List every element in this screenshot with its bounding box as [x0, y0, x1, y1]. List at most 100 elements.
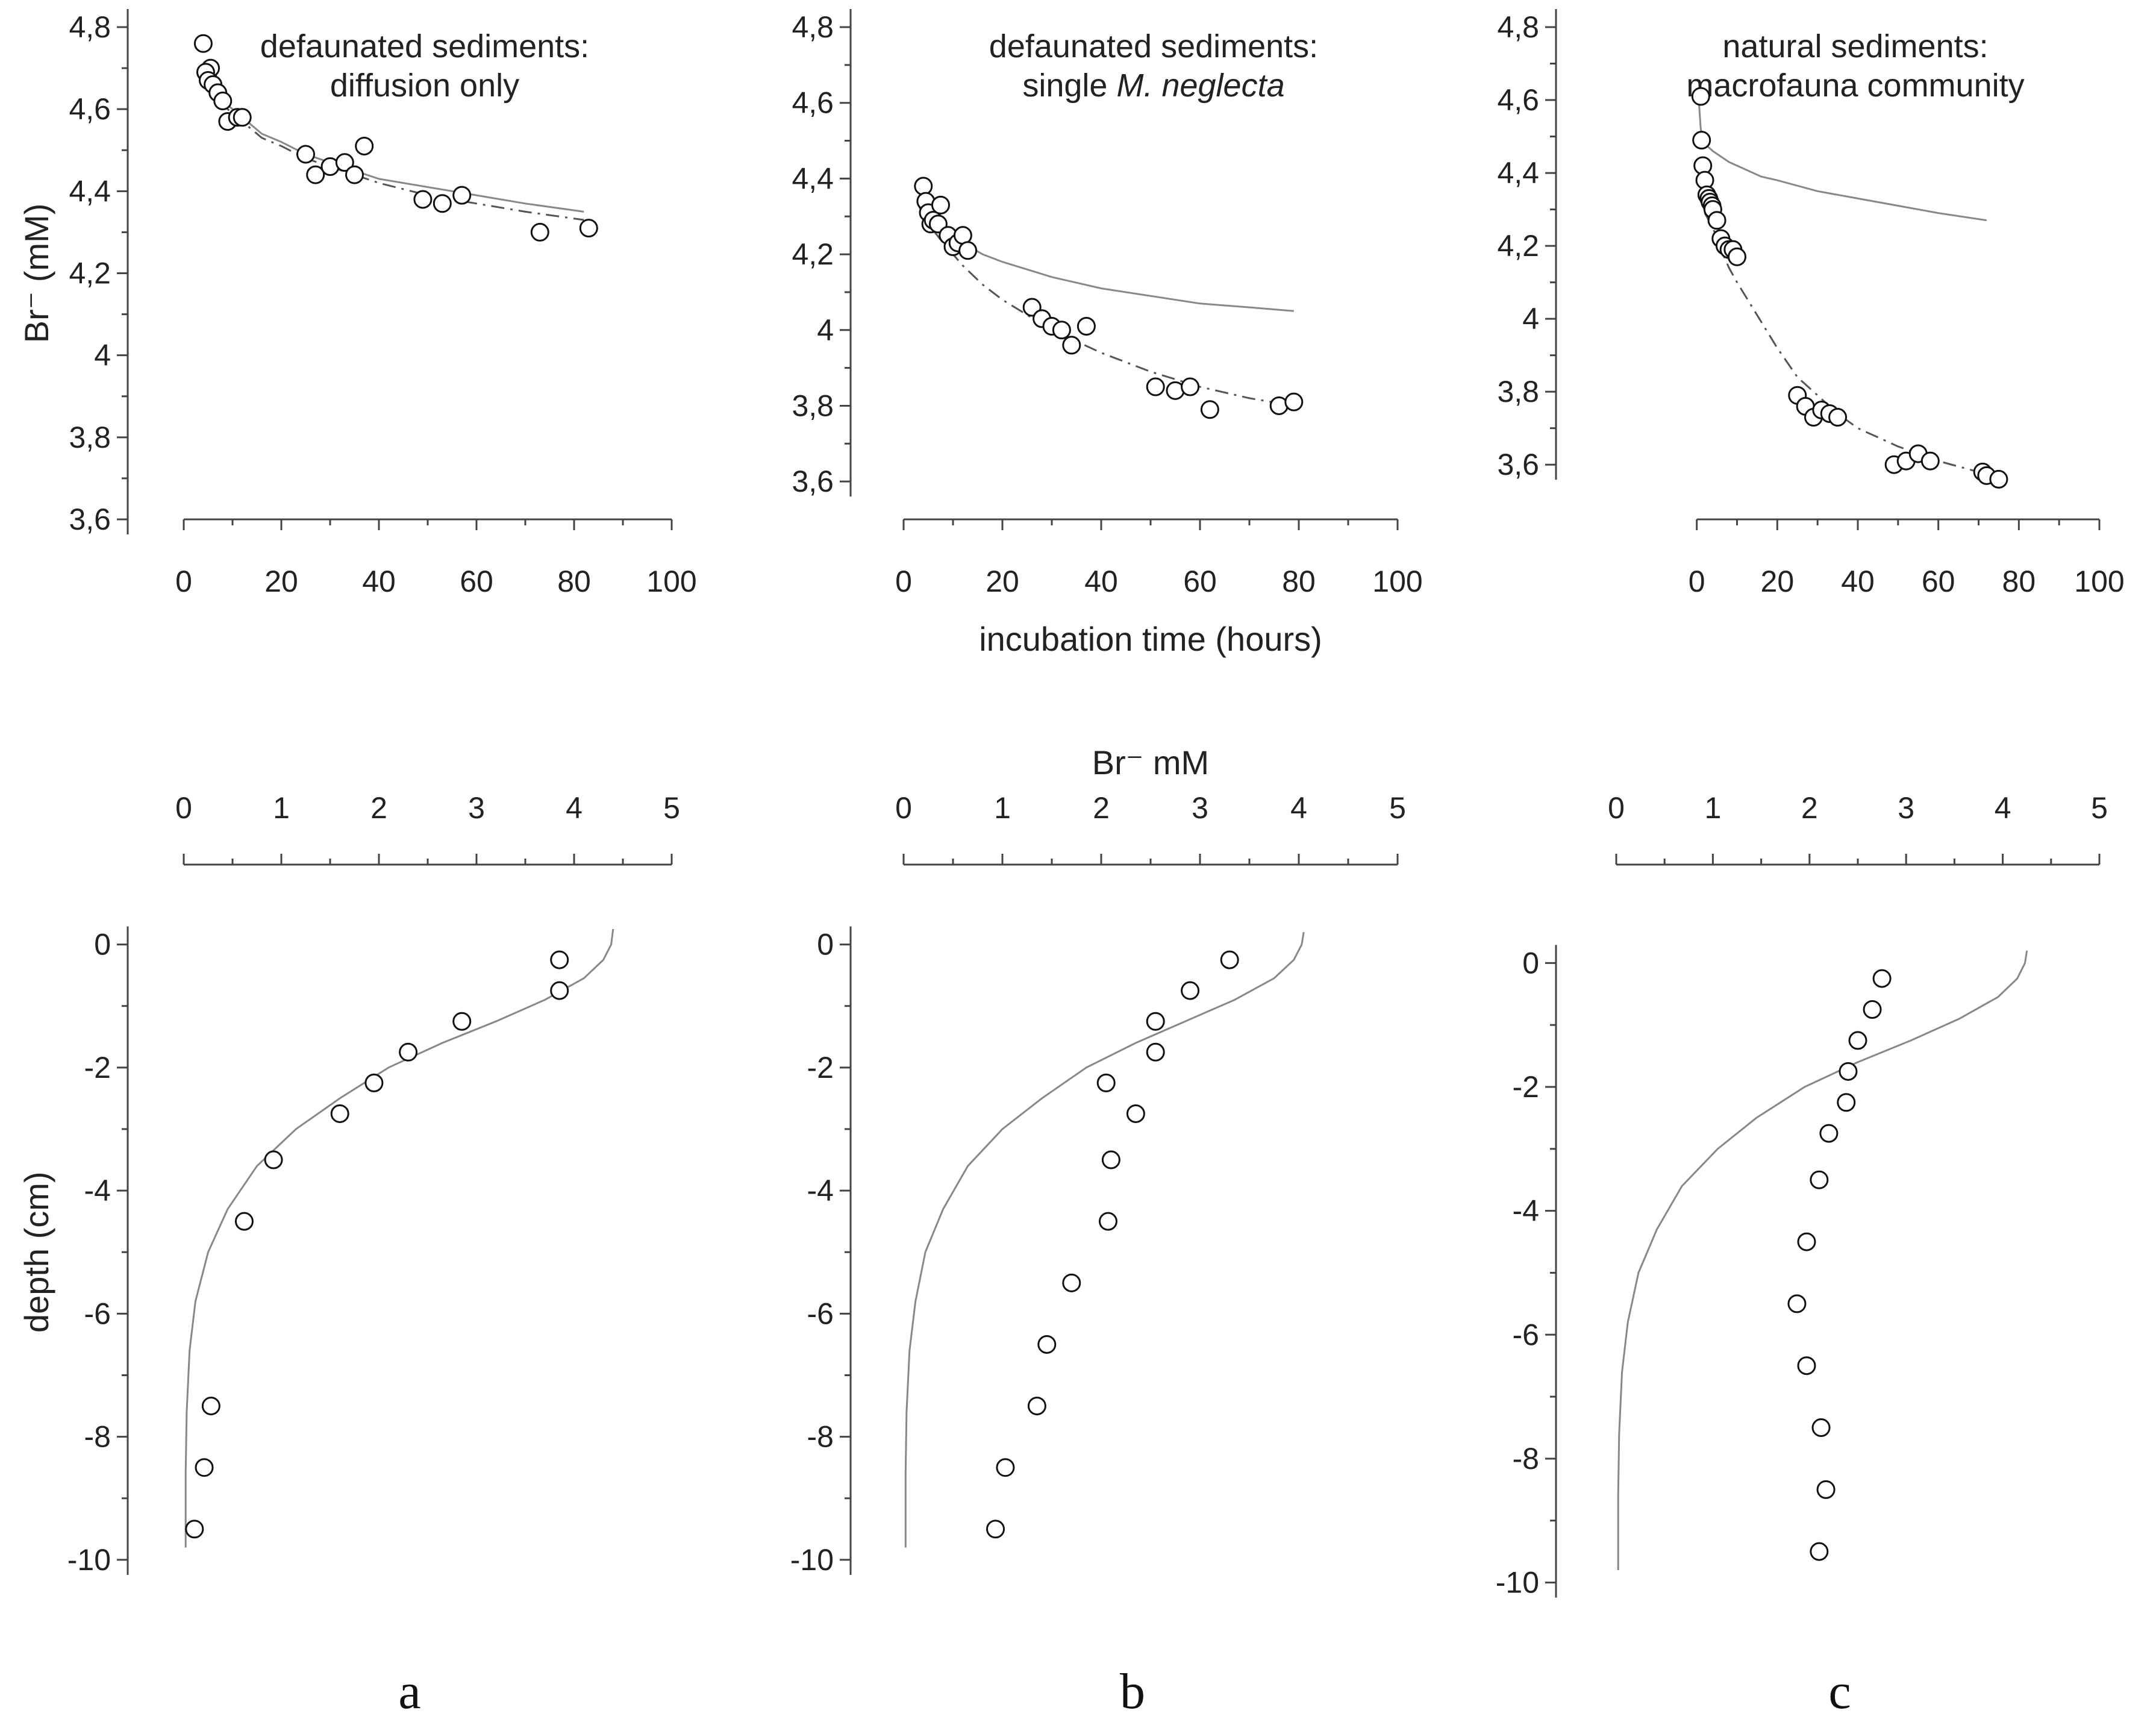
data-point [1819, 1124, 1839, 1143]
y-tick-label: -8 [84, 1420, 111, 1454]
y-tick-label: -10 [790, 1543, 834, 1577]
y-tick-label: 3,6 [69, 502, 111, 536]
panel-title-line: natural sediments: [1722, 28, 1988, 64]
data-point [433, 194, 452, 213]
x-tick-label: 4 [1995, 791, 2011, 825]
y-tick-label: 4 [1522, 302, 1539, 336]
y-tick-label: -10 [1496, 1566, 1539, 1600]
x-tick-label: 0 [175, 791, 192, 825]
y-tick-label: 4,2 [792, 237, 834, 271]
x-axis-title: Br⁻ mM [1092, 743, 1209, 781]
data-point [1220, 950, 1239, 969]
y-tick-label: 4,4 [69, 174, 111, 208]
x-tick-label: 3 [468, 791, 485, 825]
data-point [335, 153, 354, 172]
data-point [931, 195, 950, 214]
model-curve [184, 928, 614, 1548]
data-point [1126, 1104, 1145, 1123]
y-tick-label: -8 [1513, 1442, 1539, 1476]
data-point [413, 190, 433, 209]
y-tick-label: -2 [1513, 1070, 1539, 1104]
y-tick-label: 4 [94, 339, 111, 372]
fit-curve [917, 204, 1295, 407]
x-tick-label: 20 [986, 565, 1019, 598]
data-point [550, 981, 569, 1000]
x-tick-label: 40 [1084, 565, 1118, 598]
y-axis-title: depth (cm) [17, 1171, 55, 1333]
x-tick-label: 80 [1282, 565, 1316, 598]
x-tick-label: 4 [566, 791, 583, 825]
data-point [193, 34, 213, 53]
x-tick-label: 20 [264, 565, 298, 598]
data-point [233, 108, 252, 127]
chart-c-top: 3,6 3,8 4 4,2 4,4 4,6 4,8 0 20 40 60 80 100 natural s… [1497, 9, 2125, 598]
y-tick-label: 0 [94, 928, 111, 962]
y-tick-label: -4 [807, 1174, 834, 1207]
chart-a-bottom: -10 -8 -6 -4 -2 0 0 1 2 3 4 5 depth (cm) a [17, 791, 680, 1720]
x-tick-label: 0 [895, 565, 912, 598]
data-point [1863, 1000, 1882, 1019]
data-point [530, 222, 549, 242]
x-tick-label: 0 [1608, 791, 1625, 825]
data-point [1052, 321, 1071, 340]
data-point [1797, 1232, 1816, 1251]
data-point [1828, 408, 1848, 427]
y-tick-label: 0 [1522, 946, 1539, 980]
x-tick-label: 2 [1801, 791, 1818, 825]
panel-letter: c [1828, 1664, 1851, 1720]
data-point [996, 1458, 1015, 1477]
x-tick-label: 5 [1389, 791, 1406, 825]
model-curve [917, 204, 1294, 312]
panel-title-line: diffusion only [330, 67, 519, 104]
y-tick-label: -2 [807, 1051, 834, 1085]
y-tick-label: 4,6 [792, 86, 834, 120]
x-tick-label: 40 [362, 565, 396, 598]
x-tick-label: 5 [2091, 791, 2108, 825]
data-point [1810, 1542, 1829, 1561]
x-tick-label: 1 [273, 791, 290, 825]
data-point [185, 1520, 204, 1539]
x-tick-label: 2 [1093, 791, 1110, 825]
y-tick-label: 4,2 [1497, 229, 1539, 263]
data-point [914, 177, 933, 196]
x-tick-label: 0 [175, 565, 192, 598]
x-tick-label: 100 [2074, 565, 2124, 598]
x-tick-label: 80 [2002, 565, 2036, 598]
data-point [364, 1073, 384, 1092]
data-point [1200, 400, 1219, 419]
data-point [1839, 1062, 1858, 1081]
data-point [399, 1042, 418, 1062]
x-tick-label: 1 [1704, 791, 1721, 825]
data-point [1284, 392, 1304, 412]
y-tick-label: 4,4 [1497, 156, 1539, 190]
panel-letter: a [398, 1664, 420, 1720]
data-point [1101, 1150, 1120, 1169]
data-point [1707, 211, 1726, 230]
data-point [1146, 377, 1165, 396]
y-tick-label: 3,8 [1497, 375, 1539, 408]
data-point [1076, 316, 1096, 336]
data-point [1816, 1480, 1836, 1499]
data-point [1098, 1212, 1117, 1231]
model-curve [1617, 950, 2028, 1570]
x-tick-label: 60 [460, 565, 493, 598]
data-point [1037, 1335, 1057, 1354]
y-tick-label: 4,8 [69, 10, 111, 44]
data-point [1692, 131, 1711, 150]
y-tick-label: 4,8 [1497, 10, 1539, 44]
y-tick-label: 4,2 [69, 257, 111, 290]
x-tick-label: 100 [646, 565, 696, 598]
y-tick-label: 4,6 [69, 92, 111, 126]
x-tick-label: 5 [663, 791, 680, 825]
data-point [1837, 1093, 1856, 1112]
x-tick-label: 80 [557, 565, 591, 598]
panel-title-line: single M. neglecta [1022, 67, 1284, 104]
x-tick-label: 40 [1841, 565, 1875, 598]
chart-b-top: 3,6 3,8 4 4,2 4,4 4,6 4,8 0 20 40 60 80 100 incubatio… [792, 9, 1423, 658]
y-tick-label: -4 [84, 1174, 111, 1207]
x-tick-label: 100 [1372, 565, 1422, 598]
y-tick-label: 3,6 [792, 465, 834, 498]
title-segment-italic: M. neglecta [1116, 67, 1284, 104]
x-tick-label: 0 [1689, 565, 1705, 598]
x-tick-label: 60 [1922, 565, 1955, 598]
